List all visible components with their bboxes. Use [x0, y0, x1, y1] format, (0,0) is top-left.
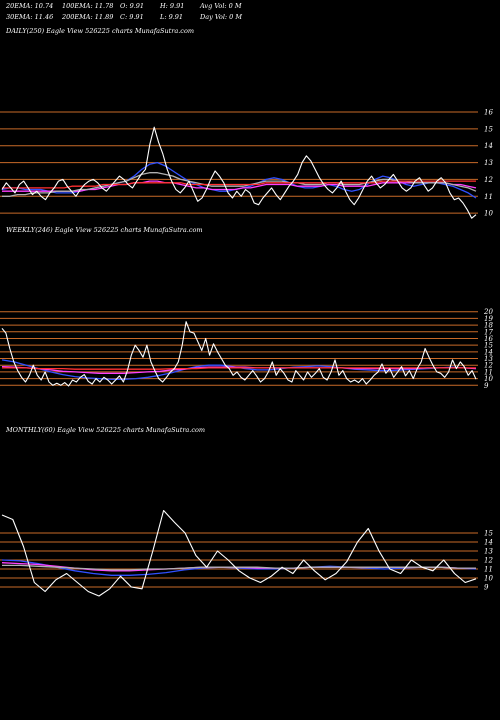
weekly-chart-title: WEEKLY(246) Eagle View 526225 charts Mun… [6, 226, 203, 234]
weekly-tick-label: 17 [484, 328, 493, 336]
weekly-ema-line-2 [2, 367, 476, 370]
weekly-tick-label: 15 [484, 342, 493, 350]
header-low: L: 9.91 [160, 13, 184, 21]
weekly-ema-line-1 [1, 365, 477, 374]
monthly-tick-label: 14 [484, 539, 493, 547]
weekly-price-line [1, 321, 477, 387]
header-high: H: 9.91 [160, 2, 185, 10]
daily-ema-line-3 [2, 180, 476, 189]
daily-tick-label: 11 [484, 193, 493, 201]
monthly-tick-label: 11 [484, 566, 493, 574]
monthly-tick-label: 13 [484, 548, 493, 556]
monthly-tick-label: 10 [484, 575, 493, 583]
weekly-tick-label: 11 [484, 368, 493, 376]
daily-ema-line-1 [2, 180, 477, 192]
header-200ema: 200EMA: 11.89 [62, 13, 114, 21]
daily-tick-label: 16 [484, 109, 493, 117]
weekly-tick-label: 10 [484, 375, 493, 383]
daily-chart: 16 15 14 13 12 11 10 [0, 109, 493, 219]
weekly-tick-label: 14 [484, 348, 493, 356]
monthly-chart-title: MONTHLY(60) Eagle View 526225 charts Mun… [6, 426, 206, 434]
daily-tick-label: 12 [484, 176, 493, 184]
weekly-tick-label: 20 [483, 308, 493, 316]
monthly-tick-label: 9 [484, 584, 489, 592]
weekly-tick-label: 12 [484, 362, 493, 370]
monthly-ema-line-2 [2, 564, 476, 571]
header-20ema: 20EMA: 10.74 [6, 2, 54, 10]
header-avg-vol: Avg Vol: 0 M [200, 2, 242, 10]
weekly-tick-label: 13 [484, 355, 493, 363]
header-100ema: 100EMA: 11.78 [62, 2, 114, 10]
header-close: C: 9.91 [120, 13, 144, 21]
header-30ema: 30EMA: 11.46 [6, 13, 54, 21]
daily-tick-label: 15 [484, 125, 493, 133]
daily-tick-label: 13 [484, 159, 493, 167]
monthly-tick-label: 12 [484, 557, 493, 565]
daily-price-line [1, 126, 477, 219]
monthly-tick-label: 15 [484, 530, 493, 538]
weekly-tick-label: 16 [484, 335, 493, 343]
header-day-vol: Day Vol: 0 M [200, 13, 243, 21]
header-open: O: 9.91 [120, 2, 145, 10]
daily-chart-title: DAILY(250) Eagle View 526225 charts Muna… [6, 27, 195, 35]
weekly-tick-label: 9 [484, 382, 489, 390]
weekly-tick-label: 18 [484, 322, 493, 330]
daily-tick-label: 14 [484, 142, 493, 150]
daily-tick-label: 10 [484, 210, 493, 218]
weekly-tick-label: 19 [484, 315, 493, 323]
monthly-ema-line-0 [1, 559, 477, 576]
monthly-price-line [1, 509, 477, 597]
